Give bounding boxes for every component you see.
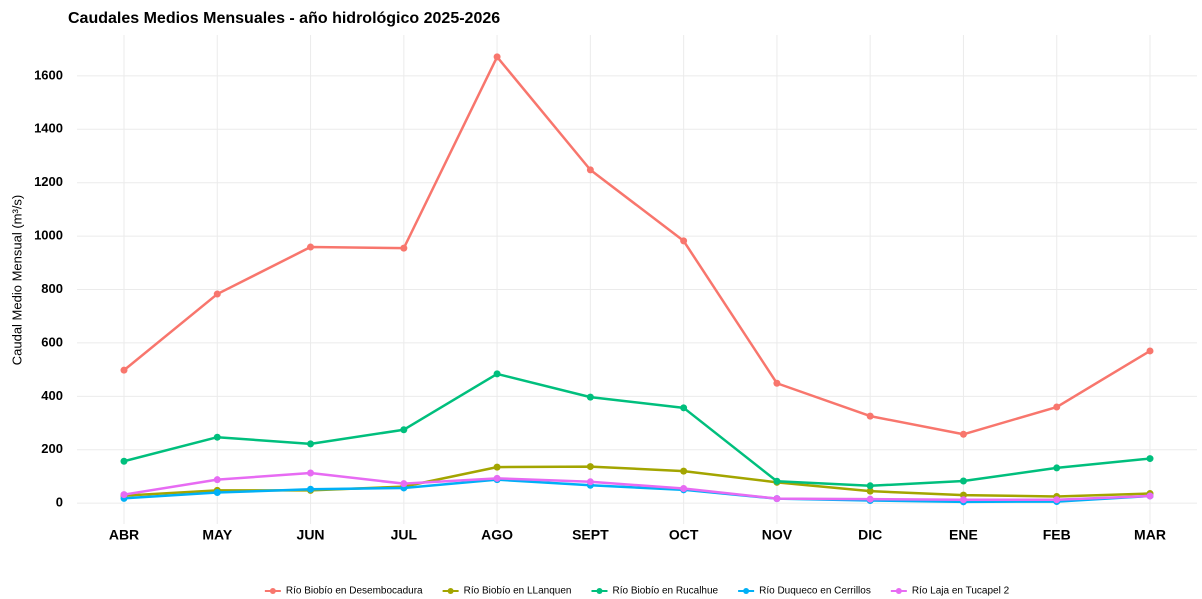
point [866,482,874,490]
legend-item: Río Biobío en Desembocadura [264,586,423,597]
y-tick-label: 1400 [34,121,63,136]
legend-label: Río Biobío en Rucalhue [612,586,718,597]
legend-item: Río Biobío en Rucalhue [591,586,719,597]
legend-item: Río Biobío en LLanquen [442,586,572,597]
x-tick-label: AGO [481,527,513,543]
point [680,484,688,492]
point [586,166,594,174]
point [866,487,874,495]
legend-swatch-point [269,588,276,594]
point [586,463,594,471]
x-tick-label: MAR [1134,527,1166,543]
point [400,480,408,488]
x-tick-label: DIC [858,527,882,543]
legend-item: Río Laja en Tucapel 2 [890,586,1010,597]
point [866,495,874,503]
point [493,53,501,61]
legend: Río Biobío en Desembocadura Río Biobío en… [264,586,1010,597]
point [680,237,688,245]
legend-label: Río Biobío en LLanquen [464,586,572,597]
x-tick-label: OCT [669,527,699,543]
y-tick-label: 1600 [34,67,63,82]
legend-swatch-point [596,588,603,594]
point [959,430,967,438]
point [959,477,967,485]
y-tick-label: 1200 [34,174,63,189]
legend-label: Río Duqueco en Cerrillos [759,586,871,597]
point [1146,347,1154,355]
point [586,478,594,486]
y-tick-label: 1000 [34,228,63,243]
point [120,491,128,499]
line [123,471,1151,501]
point [400,426,408,434]
line [123,478,1151,504]
point [959,496,967,504]
legend-label: Río Laja en Tucapel 2 [912,586,1010,597]
x-tick-label: FEB [1043,527,1071,543]
point [307,469,315,477]
point [120,457,128,465]
point [400,244,408,252]
chart-title: Caudales Medios Mensuales - año hidrológ… [68,10,500,27]
point [773,379,781,387]
legend-swatch-point [447,588,454,594]
x-tick-label: JUL [391,527,418,543]
line [123,372,1151,488]
point [493,474,501,482]
point [307,485,315,493]
line [123,55,1151,436]
y-axis-label: Caudal Medio Mensual (m³/s) [9,195,24,366]
point [307,440,315,448]
y-tick-label: 0 [56,495,63,510]
point [213,290,221,298]
y-tick-label: 200 [41,441,63,456]
point [493,463,501,471]
legend-label: Río Biobío en Desembocadura [286,586,423,597]
point [213,476,221,484]
legend-item: Río Duqueco en Cerrillos [738,586,871,597]
point [1146,492,1154,500]
point [680,467,688,475]
point [586,393,594,401]
point [213,433,221,441]
point [866,412,874,420]
x-tick-label: SEPT [572,527,609,543]
legend-swatch-point [743,588,750,594]
point [1146,455,1154,463]
point [1053,403,1061,411]
point [680,404,688,412]
point [213,488,221,496]
line [123,465,1151,498]
y-tick-label: 800 [41,281,63,296]
point [1053,464,1061,472]
x-tick-label: MAY [202,527,232,543]
x-tick-label: ENE [949,527,978,543]
point [120,366,128,374]
y-tick-label: 600 [41,334,63,349]
point [307,243,315,251]
x-tick-label: JUN [297,527,325,543]
point [773,495,781,503]
point [773,477,781,485]
x-tick-label: ABR [109,527,139,543]
legend-swatch-point [895,588,902,594]
point [493,370,501,378]
point [1053,496,1061,504]
x-tick-label: NOV [762,527,793,543]
y-tick-label: 400 [41,388,63,403]
